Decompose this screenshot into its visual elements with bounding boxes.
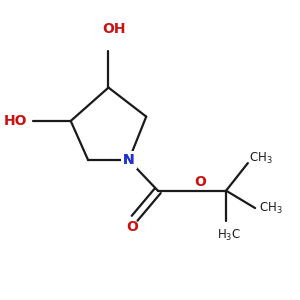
Text: OH: OH xyxy=(103,22,126,37)
Text: O: O xyxy=(194,175,206,189)
Text: H$_3$C: H$_3$C xyxy=(217,228,241,243)
Text: CH$_3$: CH$_3$ xyxy=(249,151,273,166)
Text: HO: HO xyxy=(4,114,27,128)
Text: CH$_3$: CH$_3$ xyxy=(259,200,283,216)
Text: O: O xyxy=(126,220,138,234)
Text: N: N xyxy=(123,153,135,167)
Text: N: N xyxy=(123,153,135,167)
Text: N: N xyxy=(123,153,135,167)
